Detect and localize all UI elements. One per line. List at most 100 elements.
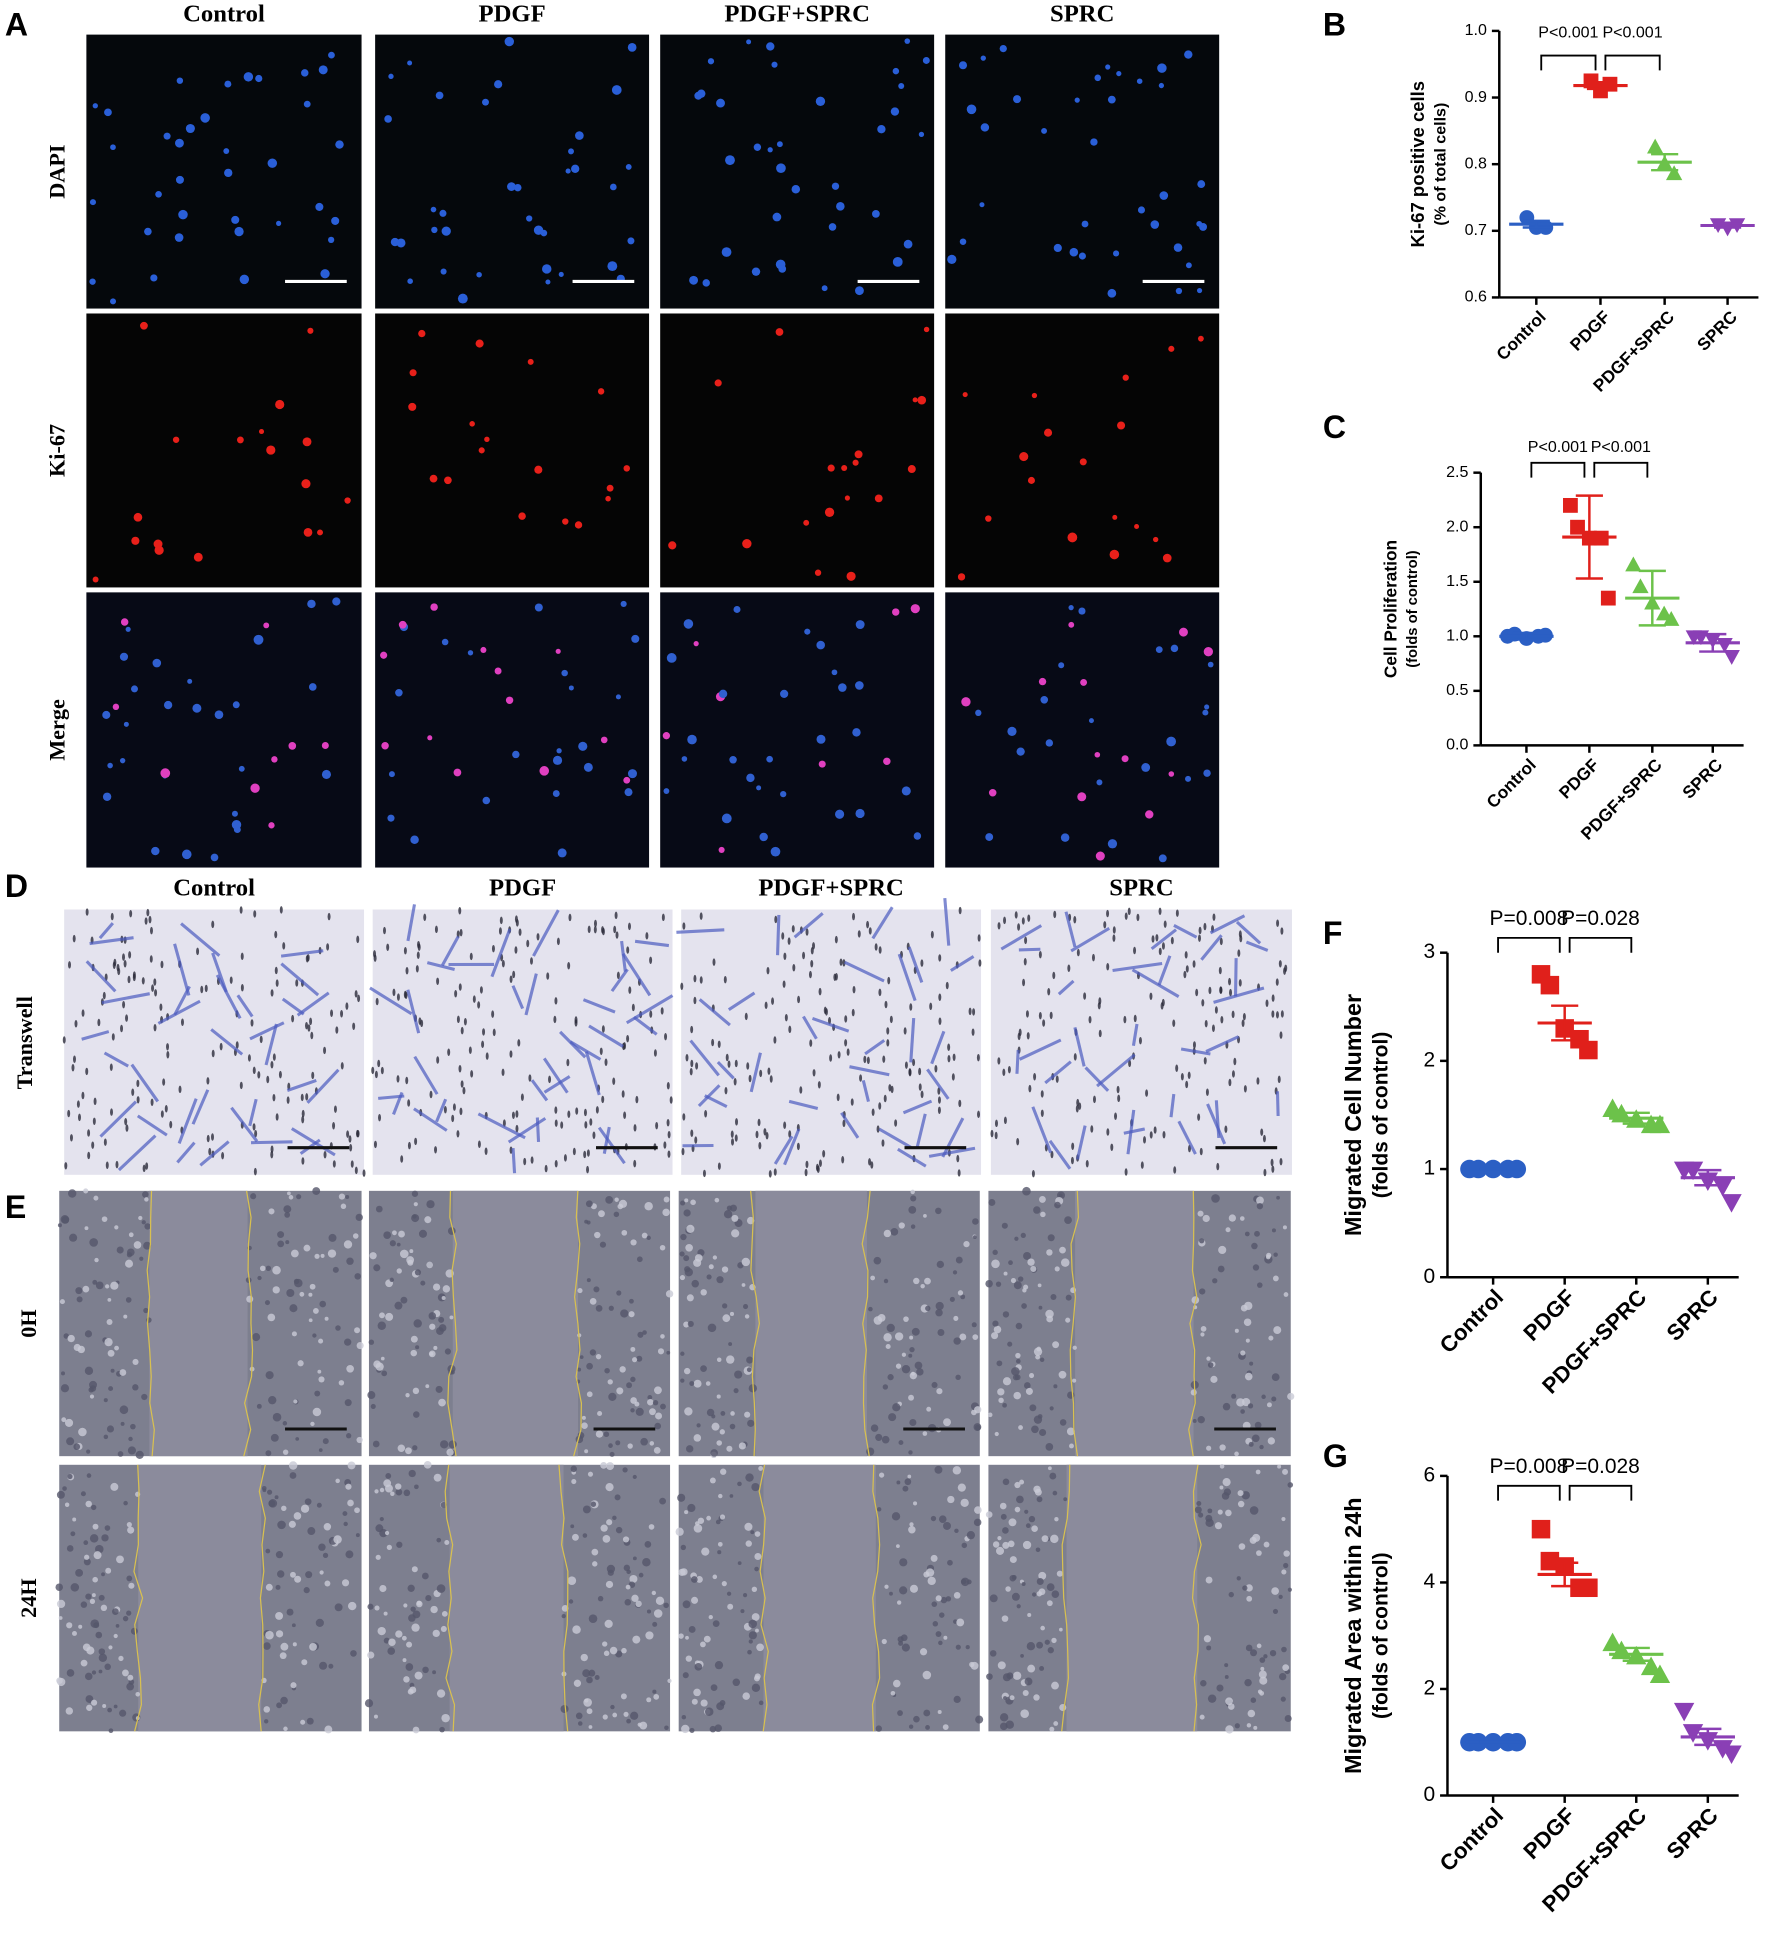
cell [947,1559,953,1566]
pore [405,967,409,975]
pore [456,1130,460,1138]
cell [1049,1472,1057,1480]
nucleus [120,618,129,626]
nucleus [917,395,927,405]
y-tick-label: 2 [1423,1048,1435,1071]
cell [98,922,115,940]
cell [737,1481,742,1487]
nucleus [751,267,761,276]
cell [626,1382,633,1389]
nucleus [384,115,392,123]
cell [1015,1322,1023,1330]
pore [477,1140,481,1148]
cell [913,1715,920,1723]
pore [614,911,618,920]
cell [569,1040,602,1061]
pore [957,1169,961,1177]
pore [1184,951,1188,959]
cell [887,1374,894,1381]
cell [400,1296,408,1304]
cell [623,1711,629,1717]
nucleus [922,56,930,64]
micrograph [55,1461,362,1734]
pore [773,1168,777,1176]
pore [1158,947,1162,956]
pore [1256,1077,1260,1085]
nucleus [1159,191,1169,200]
cell [1064,911,1077,948]
cell [581,1415,586,1420]
cell [300,1504,310,1513]
pore [354,990,358,998]
cell [343,1240,353,1249]
nucleus [1173,243,1183,252]
image-background [86,313,362,588]
cell [1046,1600,1053,1607]
cell [114,1345,119,1351]
nucleus [119,757,126,764]
pore [511,1111,515,1119]
pore [348,1135,352,1143]
pore [499,916,503,925]
cell [259,1265,266,1272]
cell [309,1283,316,1290]
cell [275,1611,284,1620]
pore [623,1111,627,1119]
pore [1047,988,1051,996]
cell [341,1579,350,1587]
cell [1000,1513,1007,1520]
cell [60,1384,70,1393]
cell [306,1717,314,1725]
cell [619,1366,626,1373]
nucleus [718,846,725,853]
pore [498,927,502,935]
nucleus [890,107,900,116]
cell [878,1127,912,1149]
cell [653,1694,660,1700]
cell [955,1256,963,1264]
micrograph [660,313,935,588]
nucleus [607,261,618,272]
cell [718,1493,723,1499]
cell [1217,1509,1223,1515]
cell [586,1278,591,1283]
cell [379,1312,385,1319]
pore [417,940,420,949]
nucleus [1077,792,1087,802]
pore [93,1097,97,1106]
cell [955,1644,961,1650]
cell [1207,1362,1214,1368]
pore [938,993,942,1001]
cell [1272,1608,1279,1614]
pore [278,1070,282,1079]
cell [442,1285,451,1293]
cell [1266,1252,1272,1258]
cell [98,1648,106,1655]
pore [162,1078,166,1086]
cell [1243,1318,1252,1326]
cell [432,1670,437,1675]
cell [93,1622,100,1629]
cell [908,1205,917,1214]
cell [655,1596,665,1606]
pore [1055,1075,1059,1083]
pore [1017,1032,1021,1041]
pore [1098,1029,1102,1038]
cell [891,1512,901,1521]
cell [1018,1425,1023,1430]
cell [560,1704,569,1714]
cell [433,1473,442,1482]
nucleus [962,392,968,398]
cell [412,1387,420,1395]
cell [908,1724,914,1729]
cell [684,1510,689,1515]
cell [625,1584,631,1590]
wound-gap [1075,1190,1194,1457]
nucleus [1096,779,1103,786]
cell [924,1277,931,1285]
cell [694,1521,700,1526]
pore [291,1014,295,1023]
pore [889,1015,893,1024]
cell [93,1551,102,1560]
